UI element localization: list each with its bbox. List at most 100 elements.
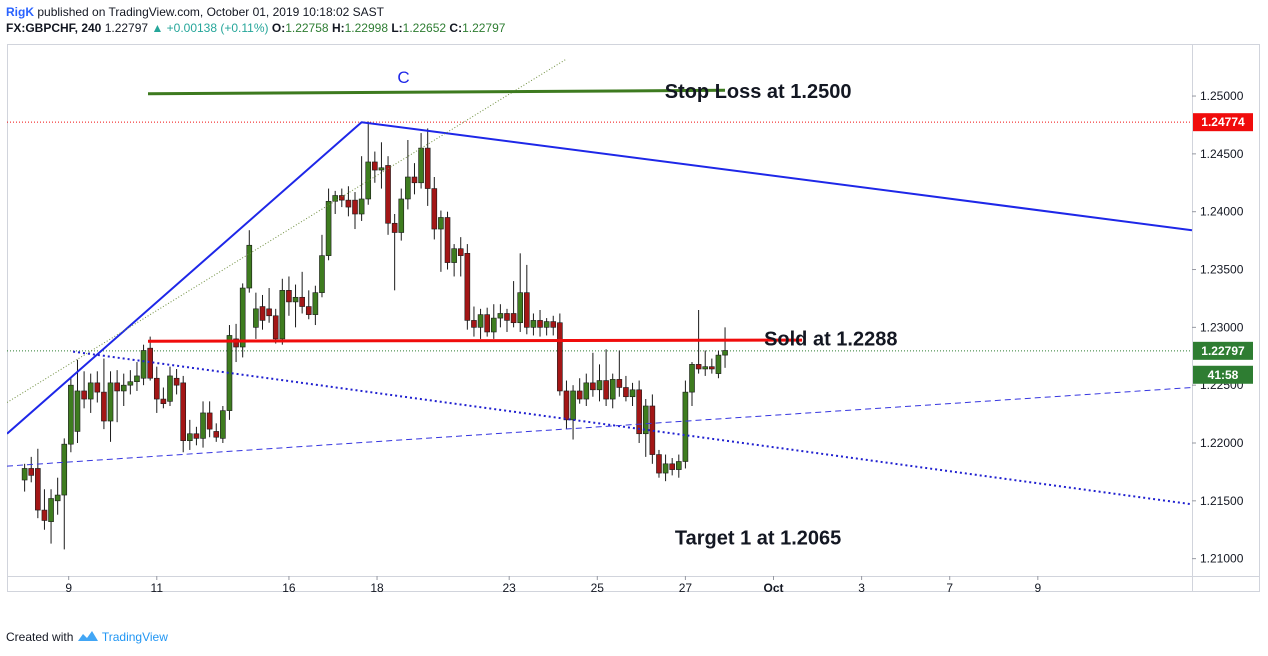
dashed-trend-line [6, 387, 1193, 467]
footer: Created with TradingView [6, 630, 168, 644]
candle [669, 458, 675, 476]
candle-body [120, 384, 127, 392]
candle [576, 378, 583, 404]
candle-body [649, 405, 656, 455]
candle-body [669, 463, 675, 470]
candle-body [385, 165, 391, 224]
chart-border [7, 44, 1260, 592]
low-value: 1.22652 [402, 21, 447, 35]
last-price: 1.22797 [104, 21, 149, 35]
candle-body [411, 176, 418, 184]
candle [596, 364, 603, 402]
candle [259, 294, 266, 330]
candle-body [246, 244, 253, 289]
candle-body [140, 350, 147, 379]
candle [120, 373, 127, 406]
candle [656, 449, 662, 478]
candle [35, 448, 41, 519]
candle [41, 489, 48, 530]
candle [220, 405, 226, 443]
candle-body [709, 366, 715, 370]
candle [385, 156, 391, 235]
candle [438, 210, 444, 272]
candle-body [642, 405, 649, 435]
candle [325, 188, 332, 261]
candle-body [444, 217, 451, 263]
candle [365, 121, 372, 205]
candle [200, 401, 206, 448]
candle-body [61, 443, 68, 496]
candle-body [206, 412, 213, 430]
time-tick-label: 3 [858, 581, 865, 592]
candle-body [193, 433, 200, 439]
price-tick-label: 1.22000 [1200, 436, 1244, 450]
candle [239, 283, 246, 358]
author-link[interactable]: RigK [6, 5, 34, 19]
candle-body [590, 382, 596, 391]
trend-line [147, 88, 726, 96]
candle-body [596, 380, 603, 391]
symbol-label[interactable]: FX:GBPCHF, 240 [6, 21, 102, 35]
candle-body [537, 320, 543, 328]
candle-body [616, 379, 623, 388]
price-axis[interactable]: 1.250001.245001.240001.235001.230001.225… [1192, 89, 1244, 566]
candle-body [695, 364, 702, 370]
candle [94, 371, 101, 403]
candle [345, 186, 352, 217]
time-tick-label: 11 [151, 581, 164, 592]
trend-line [147, 338, 803, 343]
candle-body [656, 454, 662, 474]
time-tick-label: 25 [591, 581, 605, 592]
candle [292, 284, 299, 328]
candle-body [147, 347, 153, 379]
time-tick-label: 23 [503, 581, 517, 592]
candle-body [292, 296, 299, 303]
candlestick-chart[interactable]: C Stop Loss at 1.2500 Sold at 1.2288 Target… [6, 44, 1260, 595]
close-label: C: [449, 21, 463, 35]
symbol-line: FX:GBPCHF, 240 1.22797 ▲ +0.00138 (+0.11… [6, 20, 505, 36]
candle-body [517, 292, 524, 324]
candle-body [583, 382, 590, 400]
candle-body [41, 509, 48, 521]
candle-body [372, 161, 378, 171]
candle-body [332, 195, 338, 202]
high-value: 1.22998 [344, 21, 388, 35]
candle-body [167, 375, 173, 402]
candle-body [358, 198, 365, 215]
candle-body [213, 431, 220, 438]
time-axis[interactable]: 9 11 16 18 23 25 27 Oct 3 7 9 [65, 576, 1041, 595]
candle [702, 350, 709, 376]
price-change: ▲ +0.00138 (+0.11%) [151, 21, 269, 35]
close-value: 1.22797 [462, 21, 506, 35]
candle-body [629, 389, 636, 398]
candle-body [239, 287, 246, 348]
tradingview-brand[interactable]: TradingView [101, 630, 168, 644]
candle [305, 290, 312, 320]
candle [543, 318, 550, 336]
candle [312, 285, 319, 326]
candle [352, 192, 358, 230]
candle-body [114, 382, 120, 392]
candle-body [107, 382, 114, 422]
low-label: L: [391, 21, 403, 35]
candle [193, 426, 200, 446]
candle [28, 456, 35, 483]
candle [21, 463, 28, 492]
candle-body [418, 147, 424, 184]
candle-body [259, 306, 266, 321]
candle [266, 288, 272, 323]
candle [616, 350, 623, 397]
candles [21, 121, 728, 550]
candle-body [557, 322, 563, 392]
candle [609, 373, 616, 409]
candle-body [352, 199, 358, 215]
price-label-box [1193, 365, 1253, 384]
candle-body [689, 364, 695, 393]
candle [418, 133, 424, 189]
price-label: 41:58 [1193, 365, 1253, 384]
price-tick-label: 1.25000 [1200, 89, 1244, 103]
price-label-box [1193, 341, 1253, 360]
reference-lines [7, 121, 1192, 352]
chart-frame[interactable]: C Stop Loss at 1.2500 Sold at 1.2288 Target… [6, 44, 1260, 595]
time-tick-label: Oct [763, 581, 783, 592]
